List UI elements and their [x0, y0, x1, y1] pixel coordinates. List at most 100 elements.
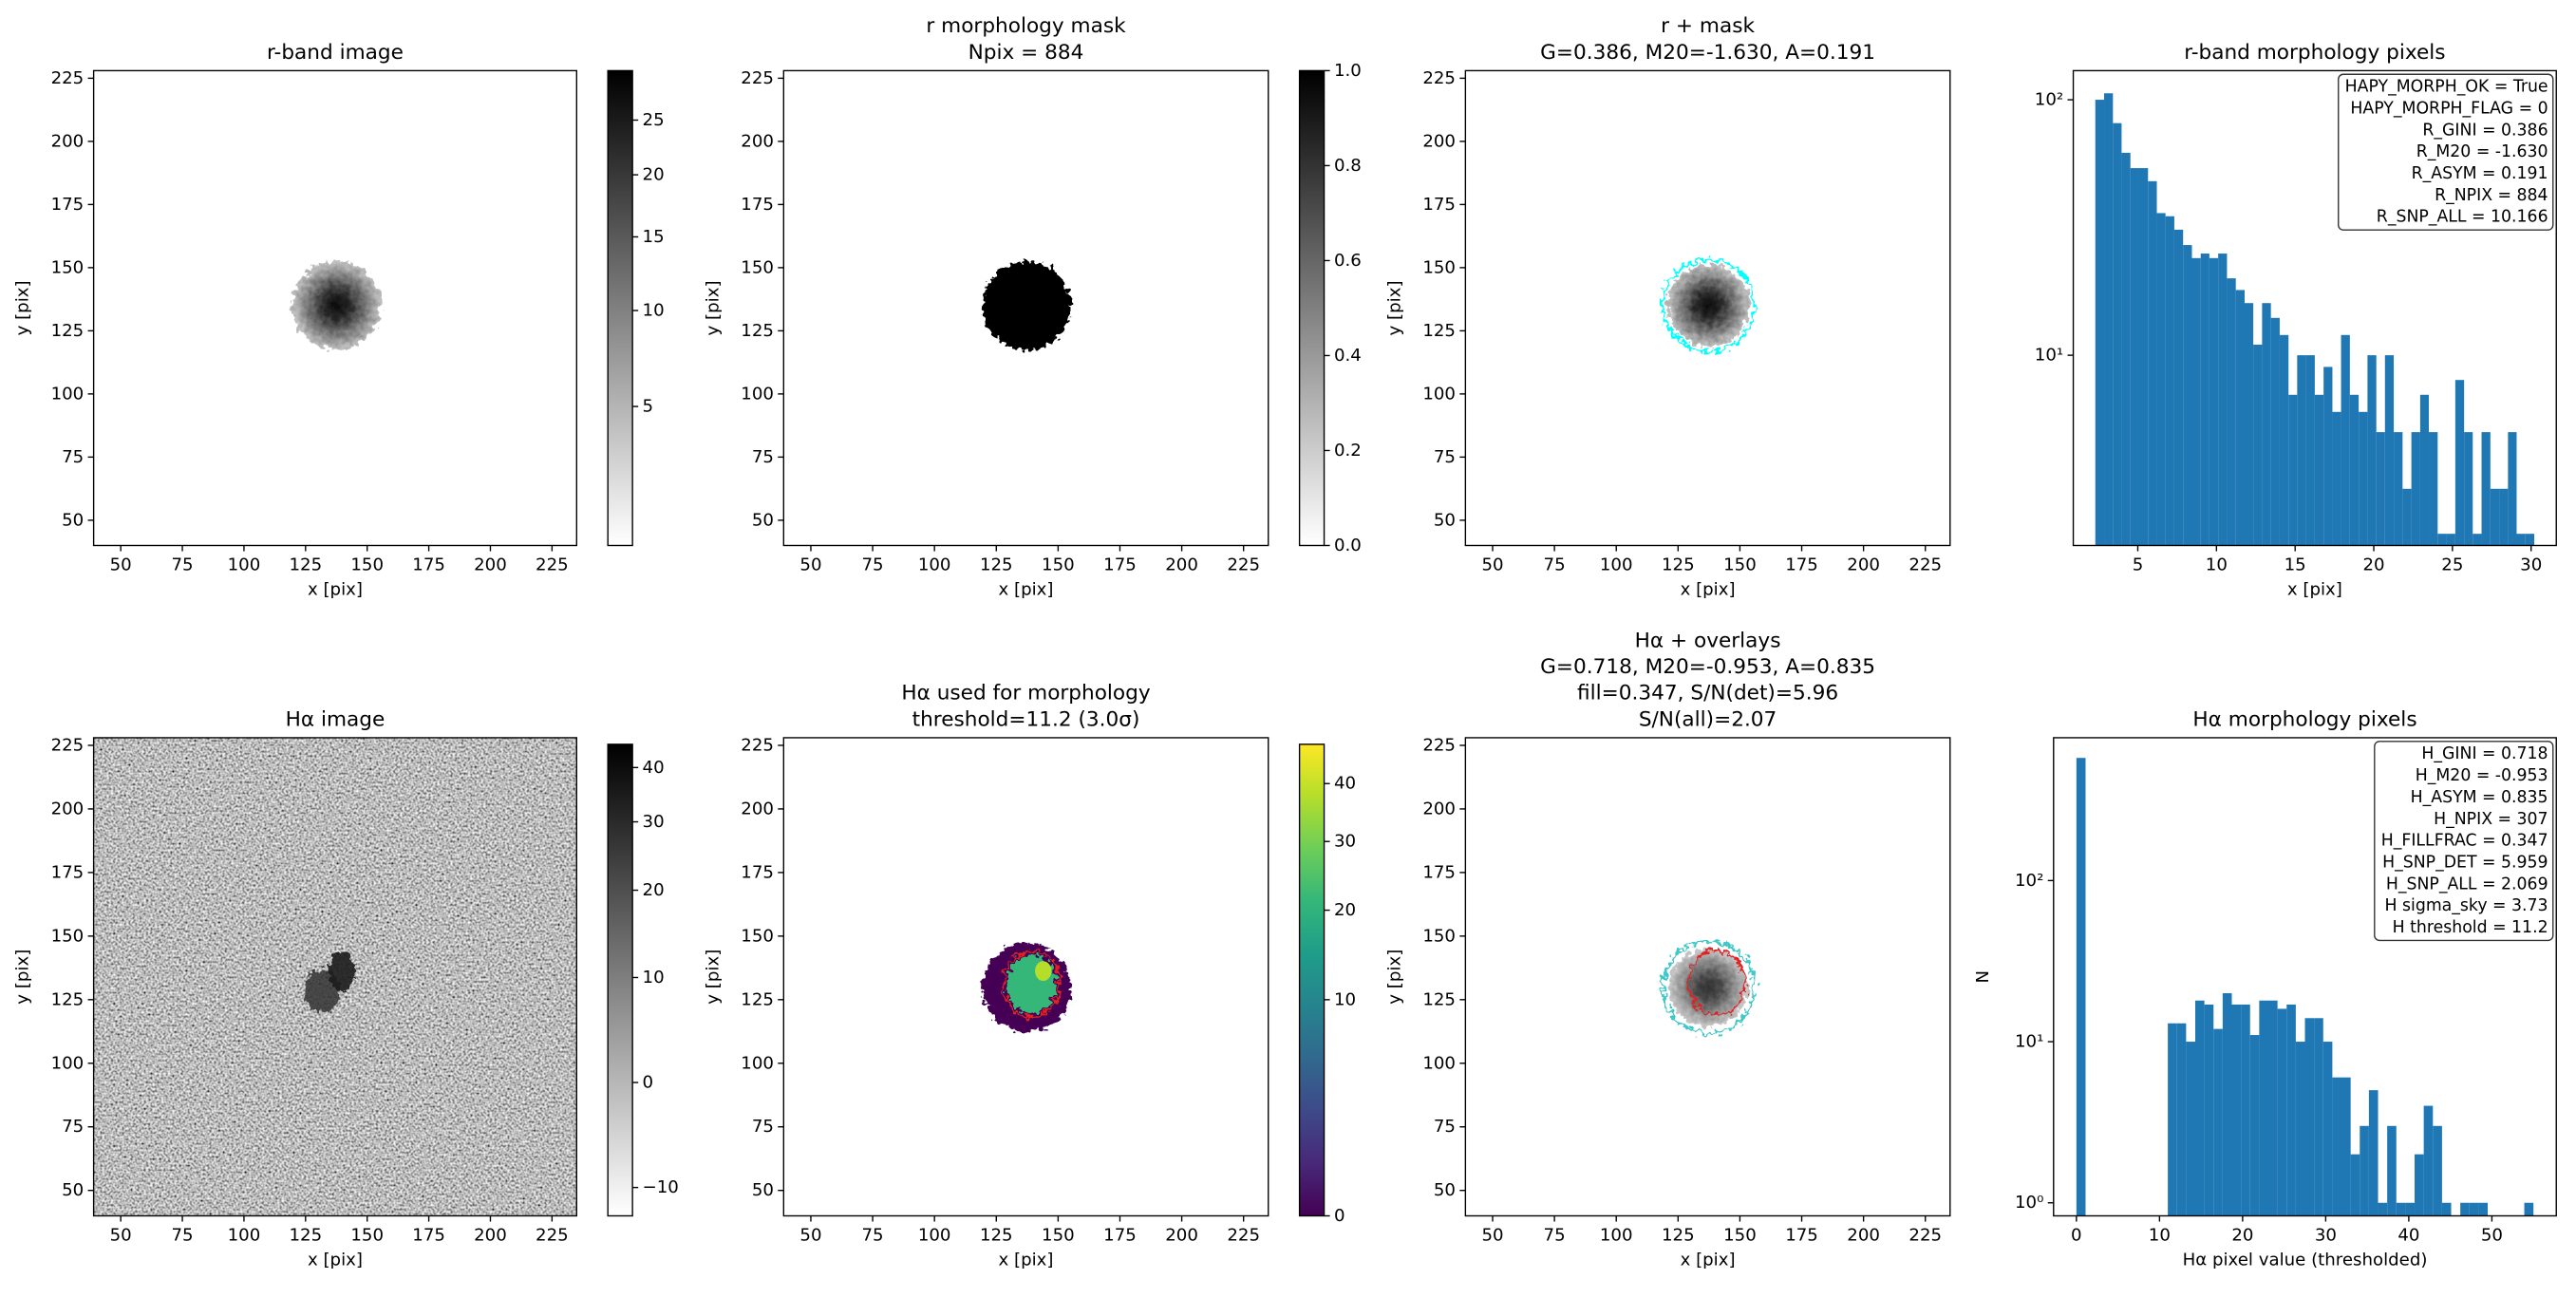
hist-bar	[2165, 216, 2174, 546]
hist-bar	[2341, 1077, 2351, 1216]
y-tick-label: 100	[1422, 384, 1456, 404]
hist-bar	[2295, 1042, 2305, 1216]
axes-frame	[92, 737, 578, 1217]
x-tick-label: 200	[1165, 1226, 1198, 1246]
x-tick-label: 150	[1723, 1226, 1757, 1246]
y-tick-label: 225	[51, 68, 85, 88]
annotation-text: H_GINI = 0.718 H_M20 = -0.953 H_ASYM = 0.8…	[2381, 744, 2548, 937]
colorbar-tick-label: 40	[643, 758, 665, 778]
panel-title: r morphology mask	[926, 14, 1126, 38]
x-tick-label: 50	[110, 1226, 132, 1246]
colorbar-tick-label: 20	[1334, 900, 1356, 920]
hist-bar	[2322, 1042, 2333, 1216]
x-tick-label: 175	[1103, 555, 1137, 575]
annotation-frame	[2374, 741, 2554, 942]
hist-bar	[2244, 303, 2254, 546]
x-tick-label: 175	[1785, 1226, 1818, 1246]
colorbar-tick-label: 0	[1334, 1206, 1345, 1226]
annotation-frame	[2338, 73, 2554, 231]
x-axis-label: x [pix]	[1681, 1251, 1736, 1270]
hist-bar	[2262, 303, 2271, 546]
y-tick-label: 200	[1422, 131, 1456, 151]
colorbar-tick-label: 0.2	[1334, 441, 1362, 461]
y-tick-label: 100	[51, 1053, 85, 1073]
x-tick-label: 50	[799, 1226, 821, 1246]
x-tick-label: 225	[536, 555, 569, 575]
y-tick-label: 225	[741, 68, 774, 88]
hist-bar	[2478, 1202, 2489, 1216]
annotation-line: HAPY_MORPH_OK = True	[2345, 78, 2548, 97]
source-blob	[1667, 264, 1750, 348]
hist-bar	[2259, 1000, 2269, 1216]
y-tick-label: 225	[1422, 68, 1456, 88]
y-tick-label: 200	[1422, 799, 1456, 818]
colorbar-tick-label: 20	[643, 165, 665, 185]
hist-bar	[2218, 254, 2228, 546]
y-tick-label: 125	[51, 321, 85, 341]
source-blob	[1668, 948, 1748, 1027]
axes-frame	[2072, 69, 2557, 547]
y-tick-label: 10¹	[2015, 1032, 2043, 1052]
annotation-line: R_SNP_ALL = 10.166	[2377, 208, 2548, 227]
hist-bar	[2446, 534, 2455, 546]
peak-region	[1035, 961, 1052, 982]
image-r-mask	[982, 261, 1072, 350]
panel-title: r-band morphology pixels	[2184, 41, 2445, 65]
annotation-text: HAPY_MORPH_OK = True HAPY_MORPH_FLAG = 0 R…	[2345, 78, 2548, 227]
hist-bar	[2525, 534, 2535, 546]
colorbar-tick-label: 10	[1334, 989, 1356, 1009]
hist-bar	[2499, 488, 2509, 546]
hist-bar	[2454, 380, 2465, 546]
y-tick-label: 175	[1422, 195, 1456, 215]
annotation-line: R_GINI = 0.386	[2422, 121, 2548, 140]
hist-bar	[2441, 1202, 2452, 1216]
y-axis-label: y [pix]	[1384, 280, 1404, 335]
x-axis-label: x [pix]	[1681, 580, 1736, 600]
hist-bar	[2464, 432, 2473, 546]
y-tick-label: 100	[51, 384, 85, 404]
hist-bar	[2104, 93, 2114, 546]
annotation-line: H_SNP_ALL = 2.069	[2386, 875, 2548, 894]
colorbar-tick-label: 5	[643, 397, 654, 417]
hist-bar	[2227, 278, 2236, 546]
hist-bar	[2148, 180, 2157, 546]
hist-bar	[2469, 1202, 2479, 1216]
y-tick-label: 175	[51, 195, 85, 215]
annotation-line: H sigma_sky = 3.73	[2385, 896, 2548, 915]
x-tick-label: 150	[350, 1226, 384, 1246]
y-tick-label: 175	[741, 195, 774, 215]
x-tick-label: 225	[1227, 1226, 1260, 1246]
y-tick-label: 50	[752, 1180, 774, 1200]
hist-bar	[2200, 254, 2209, 546]
hist-bar	[2350, 1154, 2360, 1216]
x-tick-label: 125	[289, 555, 322, 575]
colorbar-tick-label: 0	[643, 1073, 654, 1093]
image-r-overlay	[1661, 258, 1757, 353]
y-axis-label: N	[1973, 970, 1993, 984]
hist-bar	[2270, 317, 2280, 546]
y-axis-label: y [pix]	[703, 950, 723, 1005]
annotation-line: H_NPIX = 307	[2434, 810, 2548, 829]
hist-bar	[2095, 100, 2105, 546]
hist-bar	[2121, 152, 2131, 546]
hist-bar	[2376, 432, 2385, 546]
hist-bar	[2323, 367, 2333, 546]
annotation-line: H_ASYM = 0.835	[2411, 788, 2548, 807]
source-blob	[291, 261, 382, 350]
x-tick-label: 125	[1662, 1226, 1695, 1246]
x-tick-label: 225	[1908, 555, 1942, 575]
hist-bar	[2402, 488, 2412, 546]
colorbar	[1298, 69, 1326, 547]
y-tick-label: 200	[741, 131, 774, 151]
mask-blob	[982, 261, 1072, 350]
x-tick-label: 125	[980, 1226, 1013, 1246]
x-axis-label: x [pix]	[999, 1251, 1054, 1270]
hist-bar	[2288, 394, 2298, 546]
panel-title: Hα image	[286, 707, 385, 731]
hist-bar	[2524, 1202, 2534, 1216]
x-axis-label: x [pix]	[308, 1251, 363, 1270]
x-tick-label: 50	[1481, 1226, 1503, 1246]
panel-title: G=0.718, M20=-0.953, A=0.835	[1540, 655, 1875, 679]
hist-bar	[2231, 1004, 2242, 1216]
y-tick-label: 125	[51, 989, 85, 1009]
